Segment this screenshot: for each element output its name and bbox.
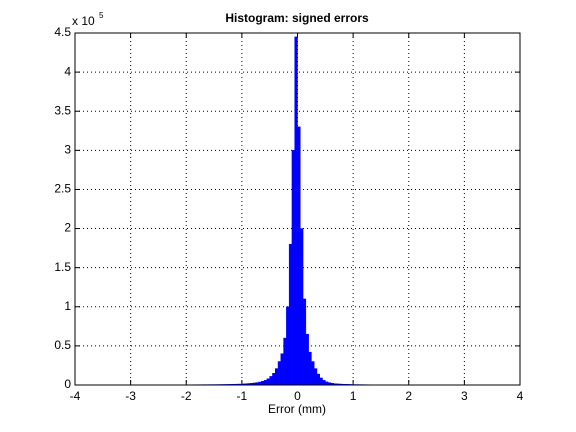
bar xyxy=(263,380,268,386)
y-tick-label: 0.5 xyxy=(54,338,71,352)
bar xyxy=(311,361,315,386)
y-tick-label: 1 xyxy=(64,299,71,313)
bar xyxy=(261,380,265,386)
bar xyxy=(266,378,270,386)
bar xyxy=(280,353,284,386)
bar xyxy=(322,380,326,386)
bar xyxy=(316,373,320,386)
x-axis-label: Error (mm) xyxy=(268,402,326,416)
bar xyxy=(313,368,318,386)
x-tick-label: 0 xyxy=(294,389,301,403)
y-multiplier: x 10 xyxy=(72,14,95,28)
x-tick-label: -2 xyxy=(181,389,192,403)
bar xyxy=(302,298,307,386)
bar xyxy=(291,150,295,386)
y-multiplier-exponent: 5 xyxy=(99,11,104,20)
y-tick-label: 2.5 xyxy=(54,182,71,196)
x-tick-label: -3 xyxy=(125,389,136,403)
y-tick-label: 4 xyxy=(64,64,71,78)
x-tick-label: -1 xyxy=(237,389,248,403)
x-tick-label: 2 xyxy=(405,389,412,403)
bar xyxy=(277,361,282,386)
y-tick-label: 4.5 xyxy=(54,25,71,39)
bar xyxy=(275,368,279,386)
bar xyxy=(283,337,287,386)
y-tick-label: 2 xyxy=(64,221,71,235)
bar xyxy=(288,243,293,386)
x-tick-label: -4 xyxy=(70,389,81,403)
bar xyxy=(308,351,312,386)
chart-title: Histogram: signed errors xyxy=(225,11,369,25)
y-tick-label: 3 xyxy=(64,143,71,157)
x-tick-label: 1 xyxy=(350,389,357,403)
bar xyxy=(294,36,298,386)
bar xyxy=(269,376,273,386)
x-tick-label: 4 xyxy=(517,389,524,403)
bar xyxy=(272,373,276,386)
bar xyxy=(319,377,323,386)
plot-frame xyxy=(74,32,521,386)
bar xyxy=(297,126,301,386)
bar xyxy=(305,333,309,386)
y-tick-label: 0 xyxy=(64,377,71,391)
y-tick-label: 1.5 xyxy=(54,260,71,274)
bar xyxy=(300,228,304,386)
x-tick-label: 3 xyxy=(461,389,468,403)
bar xyxy=(286,306,290,386)
y-tick-label: 3.5 xyxy=(54,103,71,117)
